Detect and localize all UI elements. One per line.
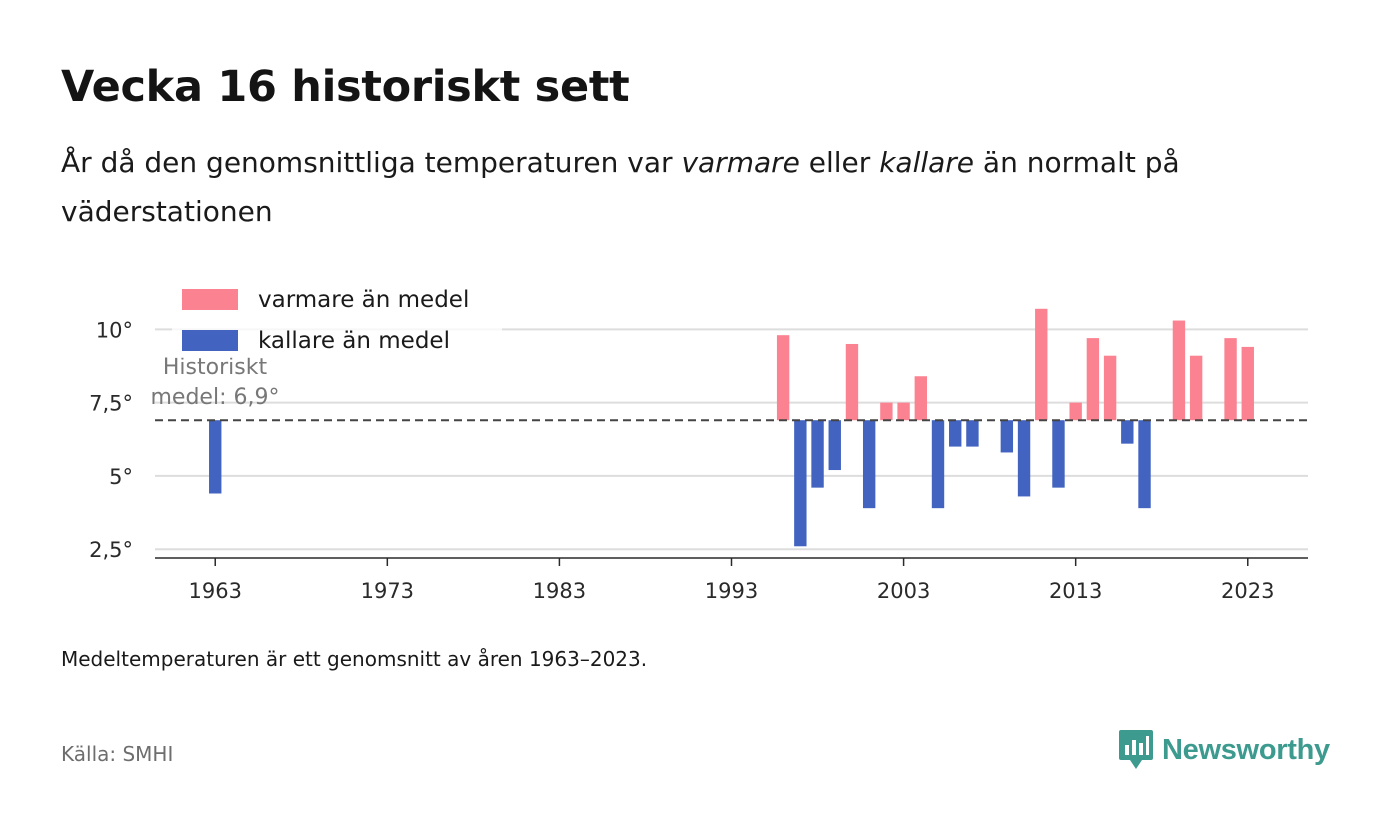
subtitle-warm-word: varmare — [681, 146, 800, 179]
footnote: Medeltemperaturen är ett genomsnitt av å… — [61, 647, 648, 671]
bar-cold — [1121, 420, 1134, 444]
mean-annotation: Historiskt medel: 6,9° — [151, 355, 280, 410]
bars — [209, 308, 1254, 547]
x-tick-label: 1973 — [361, 579, 414, 603]
grid-lines — [155, 328, 1308, 551]
newsworthy-logo: Newsworthy — [1118, 728, 1330, 772]
x-tick-label: 2003 — [877, 579, 930, 603]
legend-warm-swatch — [182, 289, 238, 310]
bar-cold — [811, 420, 824, 488]
bar-warm — [914, 376, 927, 421]
x-axis-ticks: 1963 1973 1983 1993 2003 2013 2023 — [189, 558, 1274, 603]
subtitle-text-end: än normalt på väderstationen — [61, 146, 1180, 228]
logo-wordmark: Newsworthy — [1162, 733, 1330, 766]
bar-cold — [1017, 420, 1031, 497]
bar-cold — [931, 420, 945, 509]
bar-warm — [1103, 355, 1117, 421]
bar-warm — [1172, 320, 1186, 421]
subtitle-text-middle: eller — [799, 146, 880, 179]
bar-cold — [949, 420, 962, 447]
newsworthy-chart-icon — [1119, 730, 1153, 769]
legend: varmare än medel kallare än medel — [172, 282, 502, 358]
bar-warm — [880, 402, 893, 421]
x-tick-label: 1993 — [705, 579, 758, 603]
subtitle-text-start: År då den genomsnittliga temperaturen va… — [61, 146, 682, 179]
bar-warm — [897, 402, 910, 421]
legend-warm-label: varmare än medel — [258, 287, 469, 313]
mean-annotation-line1: Historiskt — [163, 355, 268, 380]
bar-warm — [1069, 402, 1082, 421]
chart-subtitle: År då den genomsnittliga temperaturen va… — [61, 138, 1311, 236]
bar-cold — [794, 420, 807, 547]
y-tick-label: 5° — [109, 465, 133, 489]
bar-warm — [1241, 346, 1254, 421]
mean-annotation-line2: medel: 6,9° — [151, 385, 280, 410]
bar-cold — [209, 420, 222, 494]
x-tick-label: 1963 — [189, 579, 242, 603]
legend-cold-swatch — [182, 330, 238, 351]
y-tick-label: 7,5° — [89, 392, 133, 416]
y-tick-label: 2,5° — [89, 538, 133, 562]
bar-warm — [1224, 338, 1237, 421]
bar-warm — [1189, 355, 1203, 421]
y-tick-label: 10° — [96, 318, 133, 342]
bar-cold — [1138, 420, 1151, 509]
y-axis-ticks: 2,5° 5° 7,5° 10° — [89, 318, 133, 562]
bar-cold — [1000, 420, 1014, 453]
x-tick-label: 1983 — [533, 579, 586, 603]
bar-cold — [966, 420, 979, 447]
x-tick-label: 2023 — [1221, 579, 1274, 603]
bar-warm — [1035, 308, 1048, 421]
source-credit: Källa: SMHI — [61, 742, 174, 766]
bar-warm — [845, 343, 859, 421]
chart-title: Vecka 16 historiskt sett — [61, 62, 630, 112]
bar-warm — [1086, 338, 1100, 421]
subtitle-cold-word: kallare — [879, 146, 975, 179]
bar-cold — [1052, 420, 1065, 488]
legend-cold-label: kallare än medel — [258, 328, 450, 354]
bar-cold — [862, 420, 876, 509]
x-tick-label: 2013 — [1049, 579, 1102, 603]
bar-cold — [828, 420, 841, 471]
bar-warm — [776, 335, 790, 421]
